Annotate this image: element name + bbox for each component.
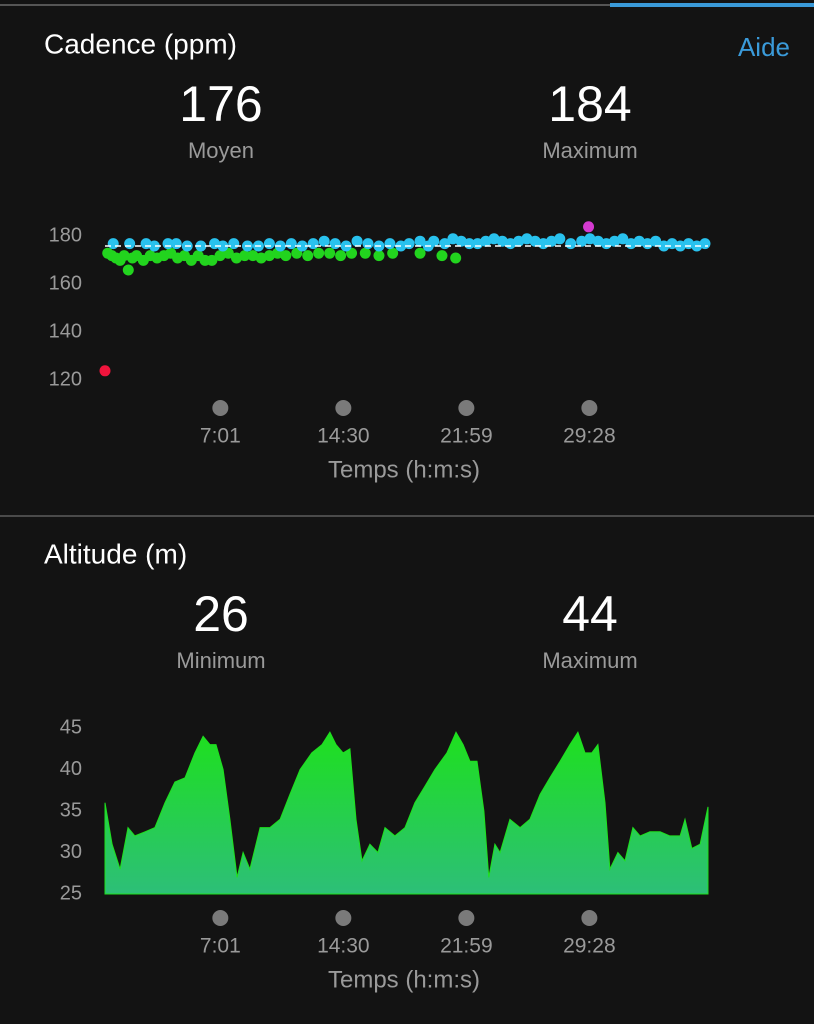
- x-tick-label: 7:01: [200, 935, 241, 958]
- data-point: [335, 250, 347, 262]
- data-point: [285, 238, 297, 250]
- data-point: [170, 238, 182, 250]
- area: [104, 731, 709, 895]
- x-tick-dot: [212, 910, 229, 926]
- data-point: [617, 233, 629, 245]
- data-point: [384, 238, 396, 250]
- stat-value: 176: [179, 76, 262, 132]
- x-tick-dot: [581, 910, 598, 926]
- chart-title: Altitude (m): [44, 538, 187, 569]
- x-tick-label: 14:30: [317, 935, 370, 958]
- data-point: [428, 235, 440, 247]
- data-point: [318, 235, 330, 247]
- x-tick-dot: [458, 910, 475, 926]
- stat-value: 184: [548, 76, 631, 132]
- x-tick-label: 29:28: [563, 935, 616, 958]
- data-point: [650, 235, 662, 247]
- data-point: [359, 247, 371, 259]
- data-point: [280, 250, 292, 262]
- data-point: [217, 240, 229, 252]
- y-tick-label: 25: [60, 882, 82, 904]
- x-tick-dot: [335, 400, 352, 416]
- x-tick-label: 21:59: [440, 935, 493, 958]
- y-tick-label: 40: [60, 758, 82, 780]
- x-tick-dot: [581, 400, 598, 416]
- data-point: [403, 238, 415, 250]
- x-axis-label: Temps (h:m:s): [328, 966, 480, 993]
- x-tick-label: 7:01: [200, 425, 241, 448]
- data-point: [414, 247, 426, 259]
- data-point: [450, 252, 462, 264]
- data-point: [122, 264, 134, 276]
- data-point: [329, 238, 341, 250]
- data-point: [362, 238, 374, 250]
- y-tick-label: 140: [49, 321, 82, 343]
- stat-label: Maximum: [542, 138, 637, 163]
- stat-value: 44: [562, 586, 618, 642]
- x-tick-label: 14:30: [317, 425, 370, 448]
- data-point: [554, 233, 566, 245]
- y-tick-label: 180: [49, 225, 82, 247]
- y-tick-label: 160: [49, 273, 82, 295]
- data-point: [373, 250, 385, 262]
- x-tick-dot: [212, 400, 229, 416]
- stat-label: Moyen: [188, 138, 254, 163]
- x-tick-label: 21:59: [440, 425, 493, 448]
- data-point: [124, 238, 136, 250]
- data-point: [263, 238, 275, 250]
- y-tick-label: 30: [60, 841, 82, 863]
- stat-label: Maximum: [542, 648, 637, 673]
- data-point: [351, 235, 363, 247]
- data-point: [239, 250, 251, 262]
- help-link[interactable]: Aide: [738, 32, 790, 62]
- data-point: [436, 250, 448, 262]
- x-tick-dot: [335, 910, 352, 926]
- data-point: [148, 240, 160, 252]
- chart-title: Cadence (ppm): [44, 28, 237, 59]
- data-point: [307, 238, 319, 250]
- data-point: [99, 365, 111, 377]
- x-tick-label: 29:28: [563, 425, 616, 448]
- stat-label: Minimum: [176, 648, 265, 673]
- data-point: [414, 235, 426, 247]
- data-point: [699, 238, 711, 250]
- data-point: [302, 250, 314, 262]
- y-tick-label: 35: [60, 799, 82, 821]
- stat-value: 26: [193, 586, 249, 642]
- data-point: [565, 238, 577, 250]
- data-point: [313, 247, 325, 259]
- data-point: [228, 238, 240, 250]
- data-point: [387, 247, 399, 259]
- x-tick-dot: [458, 400, 475, 416]
- y-tick-label: 45: [60, 716, 82, 738]
- data-point: [296, 240, 308, 252]
- data-point: [107, 238, 119, 250]
- x-axis-label: Temps (h:m:s): [328, 456, 480, 483]
- y-tick-label: 120: [49, 369, 82, 391]
- data-point: [324, 247, 336, 259]
- data-point: [583, 221, 595, 233]
- data-point: [206, 254, 218, 266]
